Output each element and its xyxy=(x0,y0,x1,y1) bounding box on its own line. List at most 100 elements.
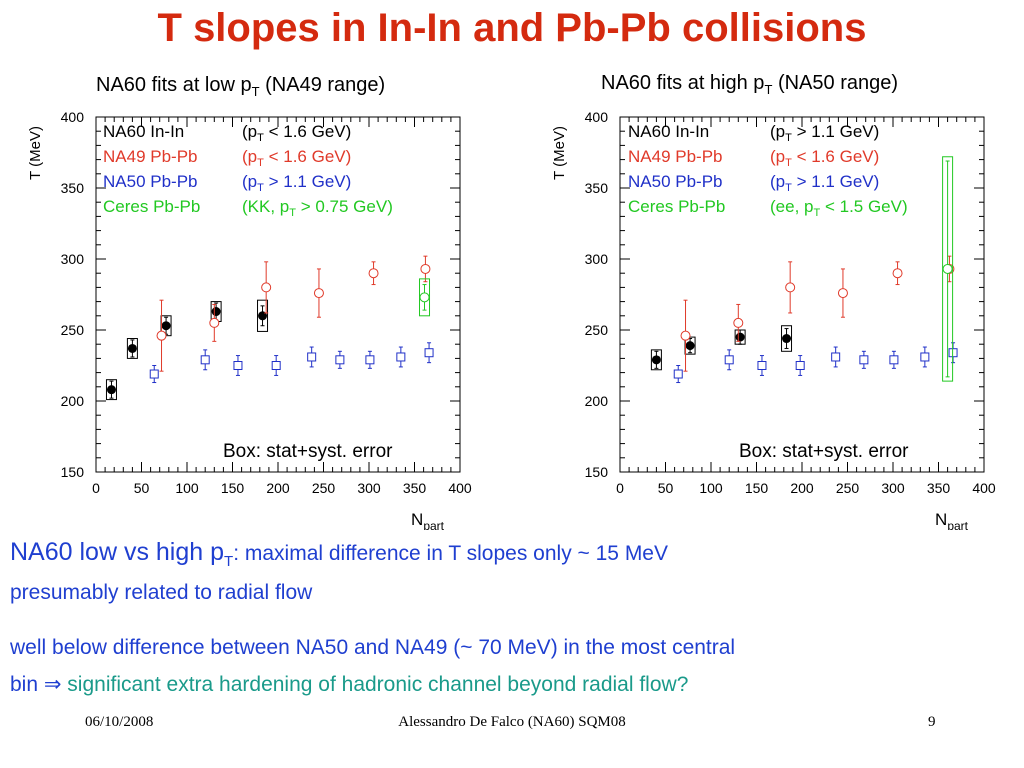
right-x-tick-label: 100 xyxy=(699,480,723,496)
left-na60-in-in-point xyxy=(257,299,269,332)
footer-page-number: 9 xyxy=(928,714,936,730)
left-na49-pb-pb-marker xyxy=(313,288,324,299)
right-legend-condition: (pT > 1.1 GeV) xyxy=(770,122,879,144)
right-legend-name: NA49 Pb-Pb xyxy=(628,147,723,166)
left-na50-pb-pb-point xyxy=(335,350,345,369)
right-na60-in-in-marker xyxy=(782,334,792,344)
left-na49-pb-pb-point xyxy=(261,261,272,314)
right-na49-pb-pb-marker xyxy=(680,330,691,341)
right-legend-condition: (pT > 1.1 GeV) xyxy=(770,172,879,194)
left-na49-pb-pb-point xyxy=(156,299,167,372)
right-na50-pb-pb-marker xyxy=(757,361,767,370)
right-legend-name: NA50 Pb-Pb xyxy=(628,172,723,191)
left-na50-pb-pb-point xyxy=(424,342,434,364)
left-na50-pb-pb-point xyxy=(396,346,406,368)
finding-line-4: bin ⇒ significant extra hardening of had… xyxy=(10,670,688,699)
right-legend-condition: (ee, pT < 1.5 GeV) xyxy=(770,197,908,219)
finding-line-4-pre: bin xyxy=(10,673,44,696)
right-na60-in-in-point xyxy=(734,329,746,345)
left-legend-condition: (pT < 1.6 GeV) xyxy=(242,147,351,169)
right-plot-frame xyxy=(619,116,985,473)
left-x-tick-label: 400 xyxy=(448,480,472,496)
left-y-axis-label: T (MeV) xyxy=(27,126,44,180)
left-na60-in-in-marker xyxy=(211,307,221,317)
implies-arrow-icon: ⇒ xyxy=(43,673,62,696)
finding-line-4-rest: significant extra hardening of hadronic … xyxy=(61,673,689,696)
right-x-tick-label: 200 xyxy=(790,480,814,496)
left-na60-in-in-marker xyxy=(106,385,116,395)
right-annotation: Box: stat+syst. error xyxy=(739,441,909,462)
left-na49-pb-pb-point xyxy=(368,261,379,286)
right-na50-pb-pb-point xyxy=(673,365,683,384)
right-na49-pb-pb-marker xyxy=(733,317,744,328)
right-x-tick-label: 400 xyxy=(972,480,996,496)
right-legend-name: NA60 In-In xyxy=(628,122,709,141)
right-na60-in-in-syst-box xyxy=(650,349,662,371)
right-x-axis-label: Npart xyxy=(935,510,969,530)
right-y-tick-label: 300 xyxy=(585,251,609,267)
left-x-tick-label: 250 xyxy=(312,480,336,496)
left-na50-pb-pb-marker xyxy=(307,352,317,362)
right-na50-pb-pb-marker xyxy=(889,355,899,365)
right-na49-pb-pb-point xyxy=(733,303,744,342)
right-na60-in-in-marker xyxy=(651,355,661,365)
right-subtitle-pre: NA60 fits at high p xyxy=(601,72,765,94)
left-na60-in-in-syst-box xyxy=(105,379,117,401)
right-chart: 150 200 250 300 350 400 0 50 100 150 200 250 300 350 4… xyxy=(551,109,996,530)
left-y-tick-label: 150 xyxy=(61,464,85,480)
left-y-tick-label: 250 xyxy=(61,322,85,338)
left-ceres-pb-pb-marker xyxy=(419,292,430,303)
left-na49-pb-pb-marker xyxy=(368,268,379,279)
right-na60-in-in-syst-box xyxy=(734,329,746,345)
right-na49-pb-pb-point xyxy=(892,261,903,286)
right-na50-pb-pb-marker xyxy=(673,369,683,379)
slide-title: T slopes in In-In and Pb-Pb collisions xyxy=(157,6,867,50)
left-na49-pb-pb-point xyxy=(209,303,220,342)
left-na50-pb-pb-marker xyxy=(233,361,243,370)
right-y-tick-label: 150 xyxy=(585,464,609,480)
left-legend-condition: (pT < 1.6 GeV) xyxy=(242,122,351,144)
right-x-tick-label: 50 xyxy=(658,480,674,496)
left-plot-subtitle: NA60 fits at low pT (NA49 range) xyxy=(96,74,385,99)
right-x-tick-label: 350 xyxy=(927,480,951,496)
finding-rest: : maximal difference in T slopes only ~ … xyxy=(233,542,668,565)
right-y-tick-label: 200 xyxy=(585,393,609,409)
right-na50-pb-pb-point xyxy=(795,355,805,376)
left-x-tick-label: 50 xyxy=(134,480,150,496)
left-na50-pb-pb-marker xyxy=(200,355,210,365)
left-na60-in-in-marker xyxy=(127,343,137,353)
left-legend-condition: (pT > 1.1 GeV) xyxy=(242,172,351,194)
left-y-tick-label: 300 xyxy=(61,251,85,267)
right-na49-pb-pb-point xyxy=(785,261,796,314)
left-x-tick-label: 350 xyxy=(403,480,427,496)
left-x-tick-label: 150 xyxy=(221,480,245,496)
left-na50-pb-pb-marker xyxy=(149,369,159,379)
left-legend-name: NA49 Pb-Pb xyxy=(103,147,198,166)
left-na49-pb-pb-marker xyxy=(420,263,431,274)
right-y-axis-label: T (MeV) xyxy=(551,126,568,180)
right-na50-pb-pb-marker xyxy=(859,355,869,365)
left-na60-in-in-syst-box xyxy=(257,299,269,332)
left-na50-pb-pb-marker xyxy=(271,361,281,370)
right-x-tick-label: 250 xyxy=(836,480,860,496)
left-na50-pb-pb-point xyxy=(233,355,243,376)
charts-svg: 150 200 250 300 350 400 0 50 100 150 200 250 300 350 4… xyxy=(27,109,996,530)
right-ceres-pb-pb-point xyxy=(942,156,954,382)
right-na50-pb-pb-point xyxy=(889,350,899,369)
left-na60-in-in-syst-box xyxy=(126,338,138,359)
left-x-tick-label: 100 xyxy=(175,480,199,496)
footer-author: Alessandro De Falco (NA60) SQM08 xyxy=(398,714,626,730)
right-na50-pb-pb-point xyxy=(859,350,869,369)
finding-line-1: NA60 low vs high pT: maximal difference … xyxy=(10,538,668,576)
left-na49-pb-pb-marker xyxy=(156,330,167,341)
left-na49-pb-pb-marker xyxy=(261,282,272,293)
left-legend-name: NA60 In-In xyxy=(103,122,184,141)
left-x-tick-label: 200 xyxy=(266,480,290,496)
left-na50-pb-pb-marker xyxy=(396,352,406,362)
left-na50-pb-pb-marker xyxy=(365,355,375,365)
right-y-tick-label: 250 xyxy=(585,322,609,338)
left-na50-pb-pb-point xyxy=(271,355,281,376)
finding-line-2: presumably related to radial flow xyxy=(10,581,313,604)
right-na49-pb-pb-marker xyxy=(837,288,848,299)
left-x-axis-label: Npart xyxy=(411,510,445,530)
